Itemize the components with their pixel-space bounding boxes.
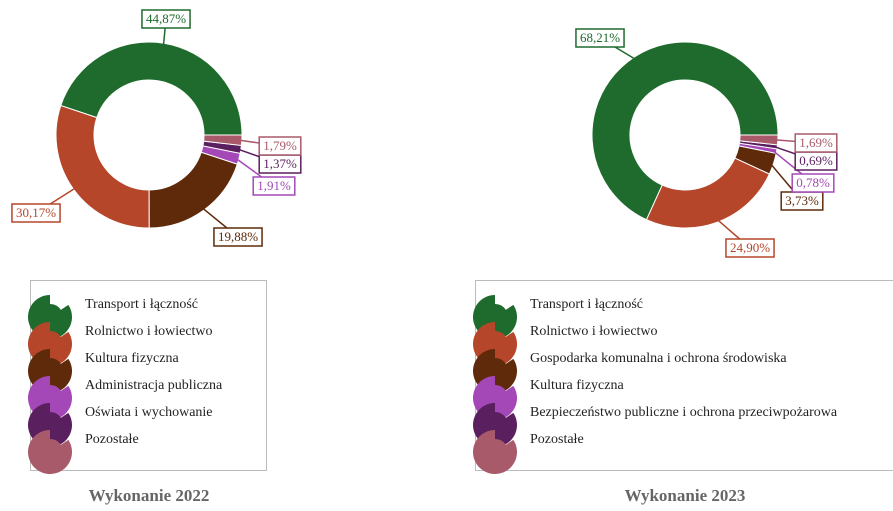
value-label: 19,88% [218,229,258,244]
value-label-box [11,203,61,223]
donut-slice [203,134,243,146]
value-label-box [794,133,838,153]
value-label-box [141,9,191,29]
value-label: 1,37% [263,156,297,171]
value-label: 68,21% [580,30,620,45]
legend-label: Transport i łączność [85,297,198,312]
value-label-box [213,227,263,247]
value-label: 44,87% [146,11,186,26]
donut-slice [148,151,238,229]
donut-slice [739,134,779,146]
value-label-box [252,176,296,196]
legend-label: Rolnictwo i łowiectwo [530,324,658,339]
legend-label: Bezpieczeństwo publiczne i ochrona przec… [530,405,838,420]
value-label-box [575,28,625,48]
value-label: 0,78% [796,175,830,190]
donut-slice [645,157,771,229]
value-label-box [258,136,302,156]
donut-slice [591,41,779,221]
legend-label: Pozostałe [530,432,584,447]
donut-slice [60,41,243,136]
donut-slice [55,104,150,229]
legend-swatch [473,430,518,475]
legend-swatch [28,430,73,475]
legend-label: Kultura fizyczna [85,351,179,366]
legend-label: Gospodarka komunalna i ochrona środowisk… [530,351,787,366]
value-label: 1,79% [263,138,297,153]
chart-title: Wykonanie 2023 [625,486,746,505]
value-label-box [791,173,835,193]
legend-label: Rolnictwo i łowiectwo [85,324,213,339]
legend-label: Pozostałe [85,432,139,447]
value-label: 1,69% [799,135,833,150]
legend-label: Oświata i wychowanie [85,405,213,420]
legend-label: Administracja publiczna [85,378,223,393]
legend-label: Kultura fizyczna [530,378,624,393]
value-label: 3,73% [785,193,819,208]
value-label: 30,17% [16,205,56,220]
value-label: 0,69% [799,153,833,168]
value-label: 1,91% [257,178,291,193]
legend-label: Transport i łączność [530,297,643,312]
chart-title: Wykonanie 2022 [89,486,210,505]
value-label: 24,90% [730,240,770,255]
value-label-box [725,238,775,258]
